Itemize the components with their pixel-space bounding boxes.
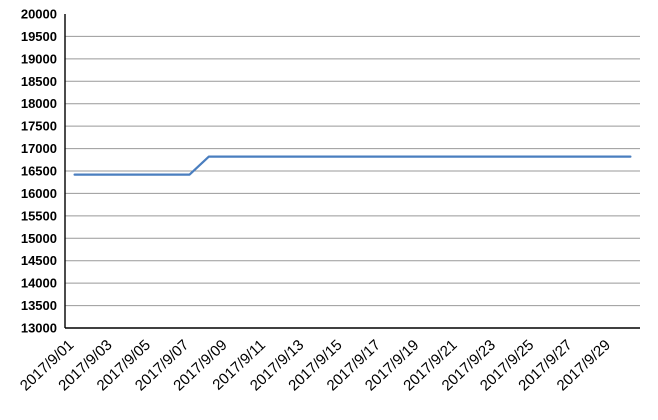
svg-text:13000: 13000	[21, 321, 57, 336]
svg-text:18500: 18500	[21, 74, 57, 89]
svg-text:14500: 14500	[21, 253, 57, 268]
svg-text:20000: 20000	[21, 7, 57, 22]
svg-text:17000: 17000	[21, 141, 57, 156]
svg-text:17500: 17500	[21, 119, 57, 134]
svg-text:14000: 14000	[21, 276, 57, 291]
svg-text:18000: 18000	[21, 96, 57, 111]
svg-text:16500: 16500	[21, 164, 57, 179]
svg-text:19000: 19000	[21, 51, 57, 66]
svg-text:19500: 19500	[21, 29, 57, 44]
svg-text:15500: 15500	[21, 208, 57, 223]
svg-text:13500: 13500	[21, 298, 57, 313]
svg-text:15000: 15000	[21, 231, 57, 246]
svg-text:16000: 16000	[21, 186, 57, 201]
